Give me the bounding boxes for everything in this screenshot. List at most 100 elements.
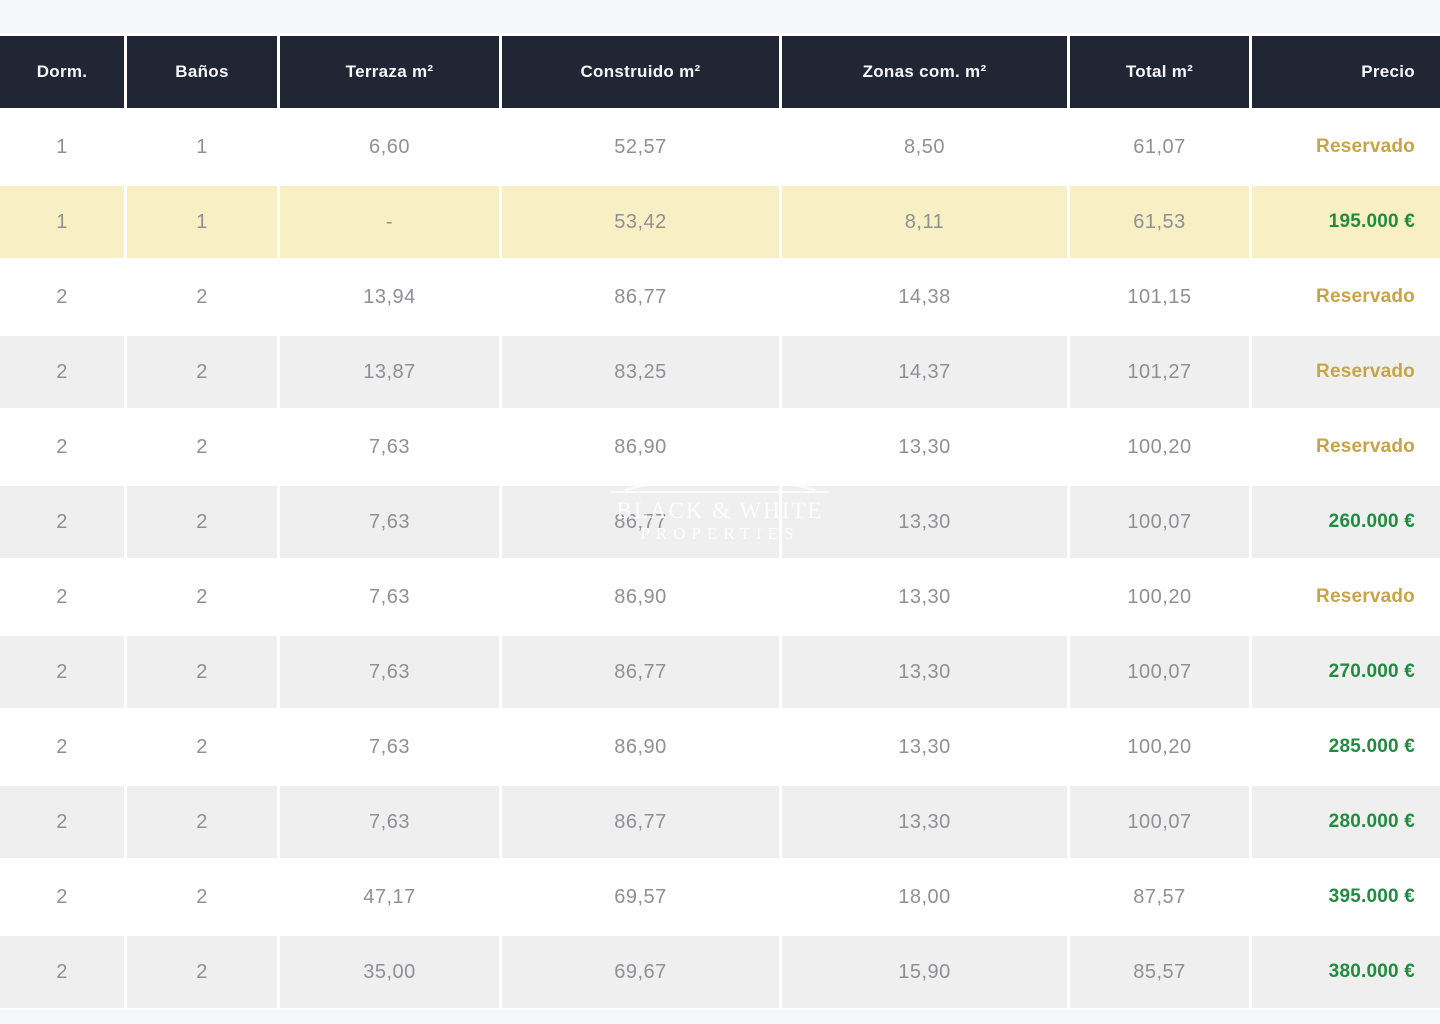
- table-row: 2 2 7,63 86,90 13,30 100,20 285.000 €: [0, 711, 1440, 783]
- cell-zonas: 18,00: [782, 861, 1067, 933]
- cell-construido: 86,77: [502, 786, 779, 858]
- cell-banos: 2: [127, 261, 277, 333]
- cell-banos: 2: [127, 711, 277, 783]
- cell-precio: 380.000 €: [1252, 936, 1440, 1008]
- cell-zonas: 13,30: [782, 561, 1067, 633]
- cell-precio: Reservado: [1252, 111, 1440, 183]
- table-row: 1 1 6,60 52,57 8,50 61,07 Reservado: [0, 111, 1440, 183]
- cell-precio: 195.000 €: [1252, 186, 1440, 258]
- cell-construido: 86,77: [502, 261, 779, 333]
- cell-zonas: 13,30: [782, 786, 1067, 858]
- cell-total: 100,07: [1070, 636, 1249, 708]
- cell-total: 61,53: [1070, 186, 1249, 258]
- cell-precio: 280.000 €: [1252, 786, 1440, 858]
- cell-total: 100,07: [1070, 786, 1249, 858]
- cell-dorm: 2: [0, 711, 124, 783]
- table-row: 2 2 35,00 69,67 15,90 85,57 380.000 €: [0, 936, 1440, 1008]
- cell-precio: Reservado: [1252, 261, 1440, 333]
- cell-terraza: 6,60: [280, 111, 499, 183]
- cell-precio: 260.000 €: [1252, 486, 1440, 558]
- cell-total: 61,07: [1070, 111, 1249, 183]
- cell-construido: 86,90: [502, 411, 779, 483]
- cell-banos: 1: [127, 111, 277, 183]
- cell-construido: 83,25: [502, 336, 779, 408]
- cell-precio: Reservado: [1252, 336, 1440, 408]
- table-body: 1 1 6,60 52,57 8,50 61,07 Reservado 1 1 …: [0, 111, 1440, 1008]
- cell-total: 100,20: [1070, 411, 1249, 483]
- cell-terraza: 7,63: [280, 411, 499, 483]
- cell-banos: 2: [127, 861, 277, 933]
- table-row: 2 2 7,63 86,90 13,30 100,20 Reservado: [0, 561, 1440, 633]
- cell-dorm: 1: [0, 186, 124, 258]
- cell-total: 100,20: [1070, 711, 1249, 783]
- cell-construido: 52,57: [502, 111, 779, 183]
- cell-construido: 86,90: [502, 561, 779, 633]
- col-header-precio: Precio: [1252, 36, 1440, 108]
- cell-banos: 2: [127, 486, 277, 558]
- page-top-strip: [0, 0, 1440, 33]
- cell-banos: 2: [127, 411, 277, 483]
- cell-banos: 2: [127, 336, 277, 408]
- cell-construido: 53,42: [502, 186, 779, 258]
- cell-dorm: 2: [0, 336, 124, 408]
- cell-zonas: 14,38: [782, 261, 1067, 333]
- col-header-total: Total m²: [1070, 36, 1249, 108]
- cell-total: 100,07: [1070, 486, 1249, 558]
- cell-zonas: 8,50: [782, 111, 1067, 183]
- cell-construido: 86,77: [502, 636, 779, 708]
- col-header-zonas: Zonas com. m²: [782, 36, 1067, 108]
- table-row: 2 2 13,87 83,25 14,37 101,27 Reservado: [0, 336, 1440, 408]
- table-row: 2 2 7,63 86,77 13,30 100,07 280.000 €: [0, 786, 1440, 858]
- cell-banos: 2: [127, 636, 277, 708]
- cell-total: 101,27: [1070, 336, 1249, 408]
- col-header-dorm: Dorm.: [0, 36, 124, 108]
- cell-zonas: 8,11: [782, 186, 1067, 258]
- cell-dorm: 2: [0, 936, 124, 1008]
- cell-dorm: 2: [0, 636, 124, 708]
- cell-total: 85,57: [1070, 936, 1249, 1008]
- cell-terraza: 13,87: [280, 336, 499, 408]
- cell-zonas: 13,30: [782, 711, 1067, 783]
- cell-terraza: 47,17: [280, 861, 499, 933]
- cell-construido: 86,90: [502, 711, 779, 783]
- cell-terraza: 35,00: [280, 936, 499, 1008]
- cell-total: 87,57: [1070, 861, 1249, 933]
- price-table: Dorm. Baños Terraza m² Construido m² Zon…: [0, 33, 1440, 1011]
- cell-construido: 86,77: [502, 486, 779, 558]
- cell-precio: Reservado: [1252, 411, 1440, 483]
- cell-banos: 2: [127, 936, 277, 1008]
- page-bottom-strip: [0, 1010, 1440, 1024]
- table-row-highlighted: 1 1 - 53,42 8,11 61,53 195.000 €: [0, 186, 1440, 258]
- table-header: Dorm. Baños Terraza m² Construido m² Zon…: [0, 36, 1440, 108]
- cell-terraza: -: [280, 186, 499, 258]
- cell-dorm: 2: [0, 261, 124, 333]
- cell-banos: 2: [127, 561, 277, 633]
- cell-precio: 395.000 €: [1252, 861, 1440, 933]
- cell-total: 101,15: [1070, 261, 1249, 333]
- cell-construido: 69,57: [502, 861, 779, 933]
- table-row: 2 2 7,63 86,90 13,30 100,20 Reservado: [0, 411, 1440, 483]
- table-row: 2 2 7,63 86,77 13,30 100,07 270.000 €: [0, 636, 1440, 708]
- cell-terraza: 7,63: [280, 561, 499, 633]
- table-row: 2 2 7,63 86,77 13,30 100,07 260.000 €: [0, 486, 1440, 558]
- cell-banos: 1: [127, 186, 277, 258]
- cell-dorm: 1: [0, 111, 124, 183]
- cell-dorm: 2: [0, 561, 124, 633]
- cell-terraza: 7,63: [280, 636, 499, 708]
- cell-banos: 2: [127, 786, 277, 858]
- cell-zonas: 13,30: [782, 636, 1067, 708]
- cell-dorm: 2: [0, 486, 124, 558]
- cell-dorm: 2: [0, 411, 124, 483]
- cell-dorm: 2: [0, 861, 124, 933]
- cell-precio: 285.000 €: [1252, 711, 1440, 783]
- cell-zonas: 13,30: [782, 486, 1067, 558]
- cell-terraza: 7,63: [280, 711, 499, 783]
- cell-terraza: 13,94: [280, 261, 499, 333]
- cell-construido: 69,67: [502, 936, 779, 1008]
- table-row: 2 2 47,17 69,57 18,00 87,57 395.000 €: [0, 861, 1440, 933]
- cell-zonas: 14,37: [782, 336, 1067, 408]
- cell-zonas: 15,90: [782, 936, 1067, 1008]
- cell-total: 100,20: [1070, 561, 1249, 633]
- header-row: Dorm. Baños Terraza m² Construido m² Zon…: [0, 36, 1440, 108]
